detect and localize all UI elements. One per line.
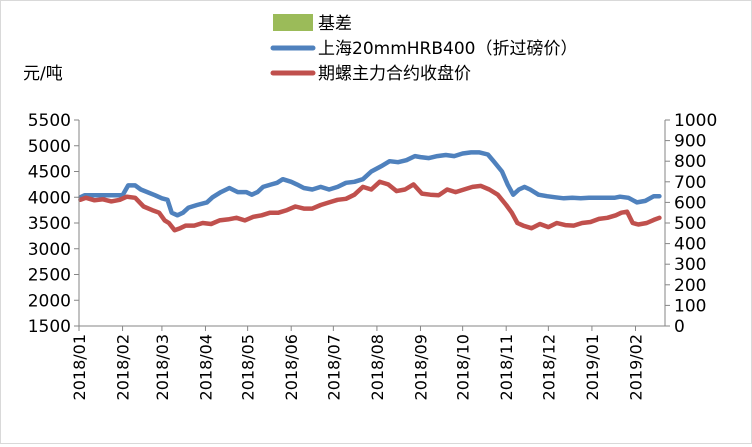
right-tick-label: 900 <box>674 132 706 152</box>
x-tick-label: 2018/08 <box>368 334 387 400</box>
legend-label: 期螺主力合约收盘价 <box>318 64 471 84</box>
right-tick-label: 1000 <box>674 111 717 131</box>
x-tick-label: 2018/05 <box>239 334 258 400</box>
right-tick-label: 100 <box>674 296 706 316</box>
x-tick-label: 2018/06 <box>282 334 301 400</box>
x-tick-label: 2018/12 <box>539 334 558 400</box>
left-tick-label: 3500 <box>28 214 71 234</box>
futures-price-line <box>78 179 662 233</box>
legend-swatch-bar <box>273 14 313 31</box>
x-tick-label: 2018/11 <box>497 334 516 400</box>
x-tick-label: 2018/07 <box>324 334 343 400</box>
right-tick-label: 500 <box>674 214 706 234</box>
x-tick-label: 2018/02 <box>114 334 133 400</box>
right-tick-label: 800 <box>674 152 706 172</box>
left-tick-label: 4500 <box>28 163 71 183</box>
left-axis-unit: 元/吨 <box>23 64 63 84</box>
x-tick-label: 2018/03 <box>153 334 172 400</box>
left-tick-label: 3000 <box>28 240 71 260</box>
right-tick-label: 0 <box>674 317 685 337</box>
left-tick-label: 2000 <box>28 291 71 311</box>
x-tick-label: 2019/02 <box>626 334 645 400</box>
right-tick-label: 600 <box>674 193 706 213</box>
price-lines <box>78 150 662 233</box>
spot-price-line <box>78 150 662 218</box>
x-tick-label: 2018/09 <box>411 334 430 400</box>
x-tick-label: 2019/01 <box>583 334 602 400</box>
axes: 1500200025003000350040004500500055000100… <box>28 111 718 400</box>
x-tick-label: 2018/10 <box>454 334 473 400</box>
right-tick-label: 700 <box>674 173 706 193</box>
left-tick-label: 4000 <box>28 188 71 208</box>
legend-label: 上海20mmHRB400（折过磅价） <box>318 39 577 59</box>
right-tick-label: 200 <box>674 276 706 296</box>
right-tick-label: 300 <box>674 255 706 275</box>
left-tick-label: 2500 <box>28 266 71 286</box>
left-tick-label: 1500 <box>28 317 71 337</box>
legend-label: 基差 <box>318 14 352 34</box>
x-tick-label: 2018/04 <box>196 334 215 400</box>
left-tick-label: 5000 <box>28 137 71 157</box>
x-tick-label: 2018/01 <box>70 334 89 400</box>
right-tick-label: 400 <box>674 235 706 255</box>
left-tick-label: 5500 <box>28 111 71 131</box>
